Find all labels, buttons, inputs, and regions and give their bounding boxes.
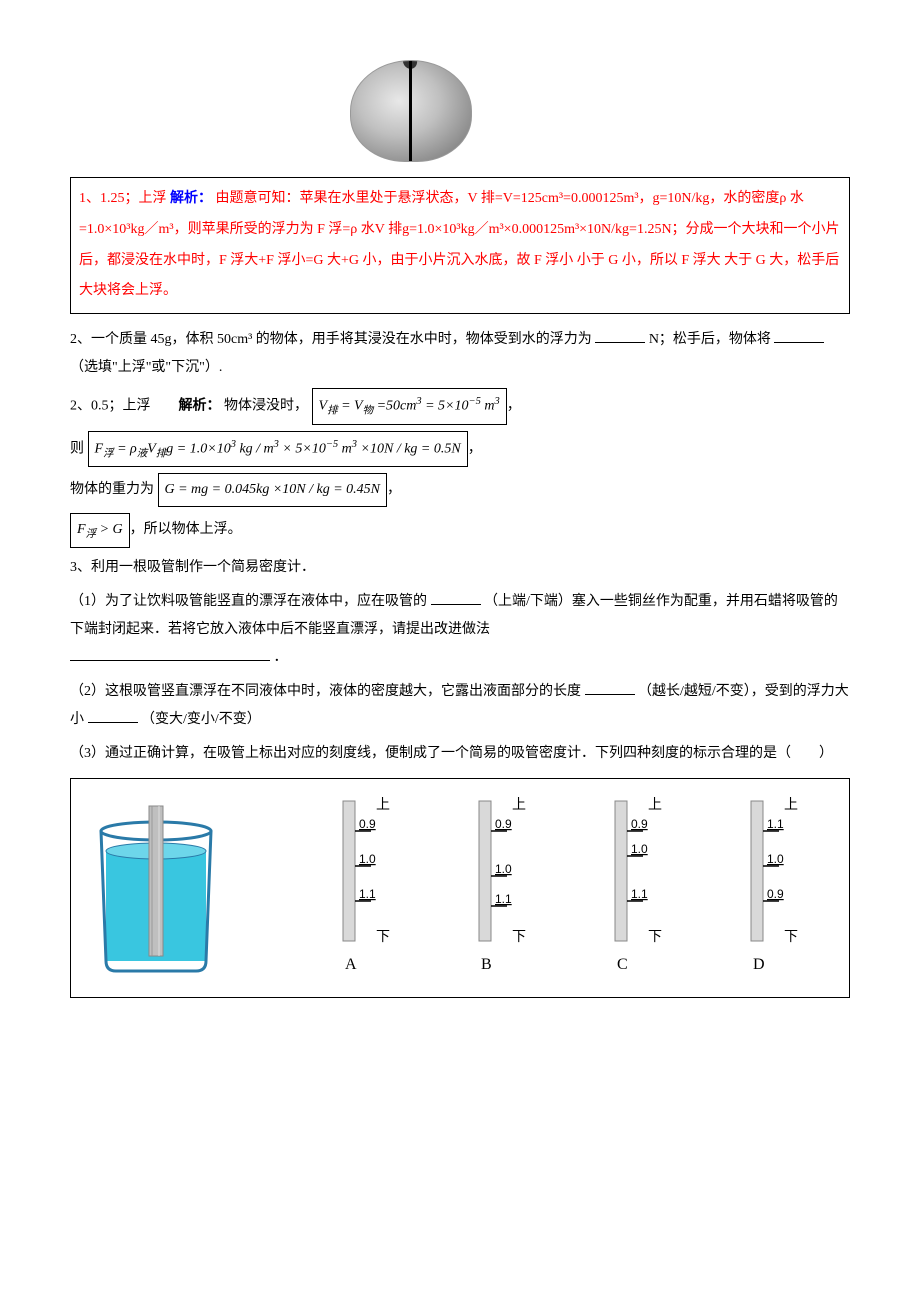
q2-text-b: N；松手后，物体将 bbox=[649, 332, 771, 347]
svg-text:1.1: 1.1 bbox=[495, 892, 512, 906]
question-3-p1: （1）为了让饮料吸管能竖直的漂浮在液体中，应在吸管的 （上端/下端）塞入一些铜丝… bbox=[70, 588, 850, 672]
solution-2-line1: 2、0.5；上浮 解析： 物体浸没时， V排 = V物 =50cm3 = 5×1… bbox=[70, 388, 850, 424]
svg-text:0.9: 0.9 bbox=[359, 817, 376, 831]
blank-q2-1 bbox=[595, 328, 645, 343]
svg-text:1.0: 1.0 bbox=[767, 852, 784, 866]
svg-text:上: 上 bbox=[376, 797, 390, 813]
formula-v: V排 = V物 =50cm3 = 5×10−5 m3 bbox=[312, 388, 507, 424]
sol2-line3-b: ， bbox=[387, 482, 401, 497]
svg-text:1.0: 1.0 bbox=[631, 842, 648, 856]
sol2-line1-c: ， bbox=[507, 399, 521, 414]
sol2-line2-a: 则 bbox=[70, 441, 84, 456]
scale-b: 上下 0.9 1.0 1.1 B bbox=[437, 791, 567, 981]
svg-text:1.1: 1.1 bbox=[767, 817, 784, 831]
blank-q2-2 bbox=[774, 328, 824, 343]
svg-text:上: 上 bbox=[784, 797, 798, 813]
blank-q3-1 bbox=[431, 590, 481, 605]
question-2: 2、一个质量 45g，体积 50cm³ 的物体，用手将其浸没在水中时，物体受到水… bbox=[70, 326, 850, 382]
svg-text:上: 上 bbox=[648, 797, 662, 813]
question-3-p2: （2）这根吸管竖直漂浮在不同液体中时，液体的密度越大，它露出液面部分的长度 （越… bbox=[70, 678, 850, 734]
q2-text-c: （选填"上浮"或"下沉"）. bbox=[70, 360, 222, 375]
svg-text:C: C bbox=[617, 956, 628, 973]
svg-text:B: B bbox=[481, 956, 492, 973]
svg-text:0.9: 0.9 bbox=[495, 817, 512, 831]
solution-2-line2: 则 F浮 = ρ液V排g = 1.0×103 kg / m3 × 5×10−5 … bbox=[70, 431, 850, 467]
svg-text:下: 下 bbox=[376, 930, 390, 945]
svg-text:1.1: 1.1 bbox=[359, 887, 376, 901]
sol2-label: 解析： bbox=[179, 399, 221, 414]
svg-text:D: D bbox=[753, 956, 765, 973]
scale-c: 上下 0.9 1.0 1.1 C bbox=[573, 791, 703, 981]
solution-1-text: 由题意可知：苹果在水里处于悬浮状态，V 排=V=125cm³=0.000125m… bbox=[79, 191, 840, 298]
question-3-stem: 3、利用一根吸管制作一个简易密度计． bbox=[70, 554, 850, 582]
solution-2-line4: F浮 > G，所以物体上浮。 bbox=[70, 513, 850, 548]
sol2-line4-b: ，所以物体上浮。 bbox=[130, 522, 242, 537]
blank-q3-3 bbox=[585, 680, 635, 695]
solution-2-line3: 物体的重力为 G = mg = 0.045kg ×10N / kg = 0.45… bbox=[70, 473, 850, 507]
sol2-line3-a: 物体的重力为 bbox=[70, 482, 154, 497]
sol2-line1-b: 物体浸没时， bbox=[224, 399, 308, 414]
scale-a: 上下 0.9 1.0 1.1 A bbox=[301, 791, 431, 981]
svg-text:1.1: 1.1 bbox=[631, 887, 648, 901]
density-diagram: 上下 0.9 1.0 1.1 A 上下 0.9 1.0 1.1 B 上下 0.9 1.0 1.1 C 上下 1.… bbox=[70, 778, 850, 998]
formula-f: F浮 = ρ液V排g = 1.0×103 kg / m3 × 5×10−5 m3… bbox=[88, 431, 468, 467]
svg-text:下: 下 bbox=[512, 930, 526, 945]
svg-text:上: 上 bbox=[512, 797, 526, 813]
blank-q3-2 bbox=[70, 646, 270, 661]
q3-p2-c: （变大/变小/不变） bbox=[141, 712, 261, 727]
svg-text:1.0: 1.0 bbox=[495, 862, 512, 876]
q3-p1-a: （1）为了让饮料吸管能竖直的漂浮在液体中，应在吸管的 bbox=[70, 594, 427, 609]
q3-p2-a: （2）这根吸管竖直漂浮在不同液体中时，液体的密度越大，它露出液面部分的长度 bbox=[70, 684, 581, 699]
apple-image bbox=[350, 60, 472, 162]
question-3-p3: （3）通过正确计算，在吸管上标出对应的刻度线，便制成了一个简易的吸管密度计．下列… bbox=[70, 740, 850, 768]
svg-text:0.9: 0.9 bbox=[631, 817, 648, 831]
svg-text:0.9: 0.9 bbox=[767, 887, 784, 901]
solution-1-box: 1、1.25；上浮 解析： 由题意可知：苹果在水里处于悬浮状态，V 排=V=12… bbox=[70, 177, 850, 314]
svg-text:下: 下 bbox=[648, 930, 662, 945]
q2-text-a: 2、一个质量 45g，体积 50cm³ 的物体，用手将其浸没在水中时，物体受到水… bbox=[70, 332, 592, 347]
solution-1-answer: 1、1.25；上浮 bbox=[79, 191, 170, 206]
scale-d: 上下 1.1 1.0 0.9 D bbox=[709, 791, 839, 981]
svg-text:下: 下 bbox=[784, 930, 798, 945]
solution-1-label: 解析： bbox=[170, 191, 212, 206]
scales-container: 上下 0.9 1.0 1.1 A 上下 0.9 1.0 1.1 B 上下 0.9 1.0 1.1 C 上下 1.… bbox=[301, 791, 839, 981]
sol2-line2-b: ， bbox=[468, 441, 482, 456]
formula-g: G = mg = 0.045kg ×10N / kg = 0.45N bbox=[158, 473, 388, 507]
q3-p1-c: ． bbox=[274, 650, 288, 665]
beaker-svg bbox=[81, 801, 231, 981]
formula-fg: F浮 > G bbox=[70, 513, 130, 548]
svg-text:A: A bbox=[345, 956, 357, 973]
svg-text:1.0: 1.0 bbox=[359, 852, 376, 866]
sol2-ans: 2、0.5；上浮 bbox=[70, 399, 151, 414]
blank-q3-4 bbox=[88, 708, 138, 723]
